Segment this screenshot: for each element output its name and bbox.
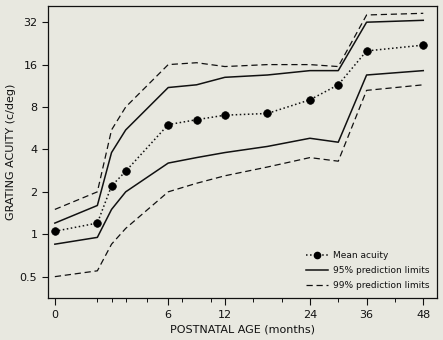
X-axis label: POSTNATAL AGE (months): POSTNATAL AGE (months)	[170, 324, 315, 335]
Y-axis label: GRATING ACUITY (c/deg): GRATING ACUITY (c/deg)	[6, 84, 16, 220]
Legend: Mean acuity, 95% prediction limits, 99% prediction limits: Mean acuity, 95% prediction limits, 99% …	[302, 247, 433, 294]
